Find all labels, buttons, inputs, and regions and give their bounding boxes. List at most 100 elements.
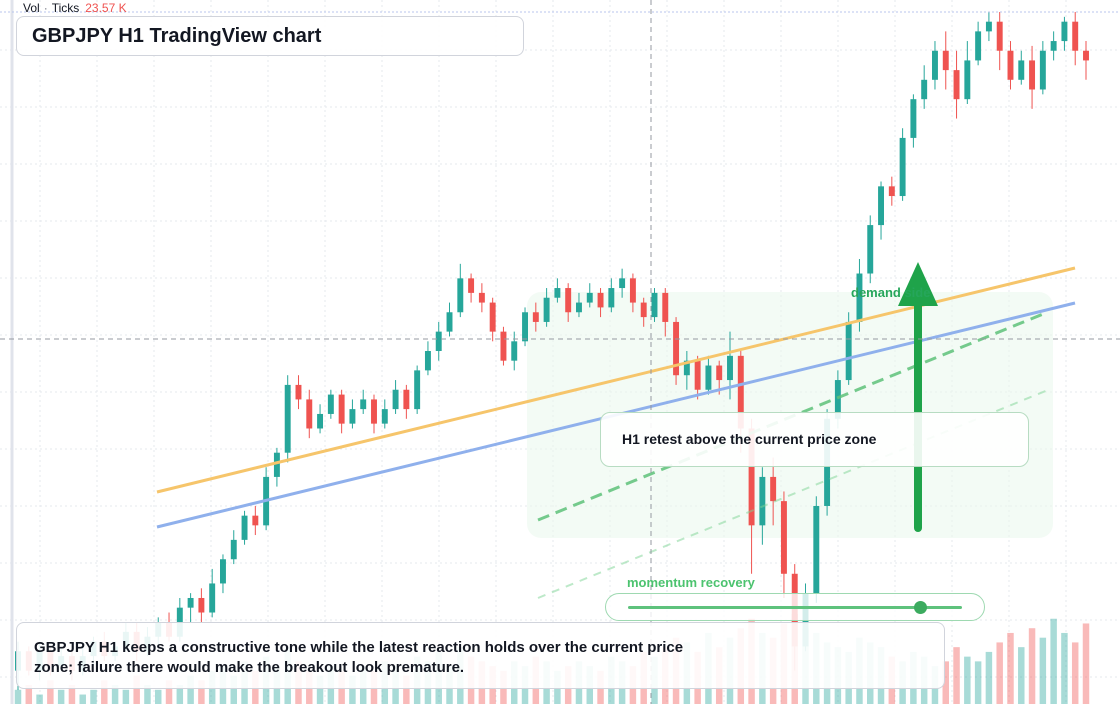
retest-callout-text: H1 retest above the current price zone [622,431,877,447]
candle-body [856,273,863,322]
volume-bar [964,656,971,704]
candle-body [576,302,582,313]
candle-body [446,312,453,332]
candle [867,215,874,284]
momentum-track [628,606,962,609]
candle-body [985,21,992,32]
candle [187,593,194,623]
candle-body [284,384,291,453]
candle-body [770,476,777,502]
volume-bar [165,680,173,704]
candle-body [673,321,680,376]
candle-body [942,50,949,71]
candle-body [220,559,226,584]
candle-body [414,370,421,410]
candle-body [683,360,690,376]
candle [565,283,572,322]
candle-body [252,515,259,526]
candle [673,317,680,385]
candle [576,292,582,318]
candle-body [629,278,636,303]
candle-body [899,137,906,197]
candle [975,21,982,66]
candle [360,389,367,414]
volume-bar [111,685,119,704]
candle [338,389,345,434]
volume-bar [198,680,205,704]
volume-bar [230,675,237,704]
candle [651,288,658,322]
candle-body [187,597,194,608]
candle [932,41,938,90]
candle-body [295,384,302,400]
volume-bar [1028,628,1036,704]
volume-bar [996,642,1003,704]
candle [1029,45,1036,109]
candle-body [565,288,572,313]
candle-body [662,292,669,322]
candle [910,94,917,148]
volume-bar [316,675,324,704]
volume-bar [187,675,194,704]
analysis-note: GBPJPY H1 keeps a constructive tone whil… [16,622,945,689]
volume-bar [57,689,65,704]
volume-bar [47,680,54,704]
candle [511,331,518,371]
candle-body [608,288,615,308]
candle [198,588,205,623]
volume-bar [1071,642,1079,704]
candle-body [748,428,755,526]
volume-bar [36,694,43,704]
candle [500,326,507,366]
candle-body [910,99,917,138]
candle-body [392,389,399,410]
volume-bar [1082,623,1090,704]
candle-body [1018,60,1025,80]
candle [888,176,895,206]
candle [327,389,334,419]
candle [554,278,561,303]
candle [381,399,388,429]
candle-body [964,60,971,100]
retest-callout[interactable]: H1 retest above the current price zone [600,412,1029,467]
volume-bar [349,675,356,704]
candle [284,375,291,463]
candle-body [737,355,744,429]
candle-body [327,394,334,414]
volume-bar [25,685,33,704]
candle-body [554,288,561,298]
candle [306,389,313,439]
candle [252,505,259,536]
candle [1039,41,1046,95]
candle [640,297,647,327]
candle-body [349,409,356,424]
volume-legend: Vol · Ticks 23.57 K [23,1,127,15]
momentum-knob[interactable] [914,601,928,614]
volume-legend-value: 23.57 K [85,1,127,15]
candle-body [1039,50,1046,90]
candle-body [338,394,345,424]
candle-body [975,31,982,61]
momentum-slider[interactable] [605,593,985,621]
candle [220,554,226,594]
candle [543,288,550,327]
candle-body [1050,41,1057,51]
volume-bar [403,675,410,704]
candle [942,31,949,90]
candle [392,380,399,414]
volume-bar [1007,632,1014,704]
candle [1061,16,1068,51]
candle-body [597,292,604,308]
candle-body [996,21,1003,51]
momentum-label: momentum recovery [627,575,755,590]
candle [597,288,604,318]
volume-bar [79,694,86,704]
candle-body [468,278,475,293]
signal-arrow-head [898,262,938,306]
candle-body [1007,50,1014,80]
candle [662,288,669,337]
candle-body [932,50,938,80]
candle-body [845,321,852,381]
analysis-note-text: GBPJPY H1 keeps a constructive tone whil… [34,639,684,676]
